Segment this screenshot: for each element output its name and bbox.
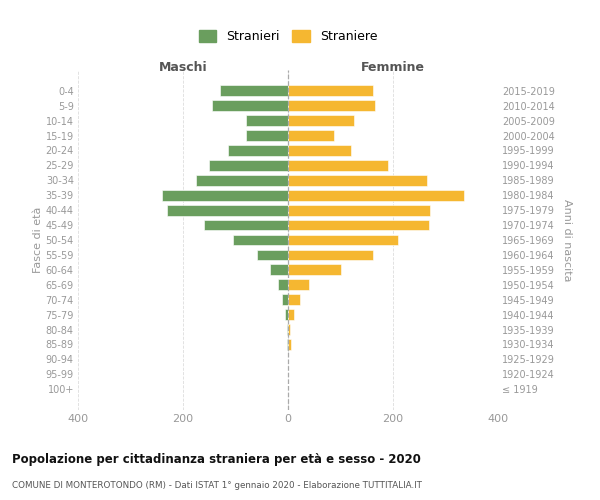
Bar <box>288 145 351 156</box>
Bar <box>288 264 341 275</box>
Bar <box>162 190 288 200</box>
Bar <box>288 294 299 305</box>
Bar <box>246 116 288 126</box>
Bar <box>227 145 288 156</box>
Bar <box>269 264 288 275</box>
Bar <box>288 86 373 96</box>
Bar <box>288 324 290 335</box>
Y-axis label: Fasce di età: Fasce di età <box>32 207 43 273</box>
Bar <box>288 309 295 320</box>
Text: Maschi: Maschi <box>158 60 208 74</box>
Bar <box>167 205 288 216</box>
Legend: Stranieri, Straniere: Stranieri, Straniere <box>194 25 382 48</box>
Bar <box>257 250 288 260</box>
Bar <box>288 220 429 230</box>
Y-axis label: Anni di nascita: Anni di nascita <box>562 198 572 281</box>
Bar <box>287 324 288 335</box>
Bar <box>288 234 398 246</box>
Bar <box>277 280 288 290</box>
Bar <box>233 234 288 246</box>
Bar <box>288 280 309 290</box>
Bar <box>288 175 427 186</box>
Bar <box>220 86 288 96</box>
Bar <box>288 160 388 171</box>
Text: Popolazione per cittadinanza straniera per età e sesso - 2020: Popolazione per cittadinanza straniera p… <box>12 452 421 466</box>
Bar <box>246 130 288 141</box>
Bar <box>288 190 464 200</box>
Bar <box>282 294 288 305</box>
Bar <box>288 205 430 216</box>
Bar <box>288 116 353 126</box>
Text: Femmine: Femmine <box>361 60 425 74</box>
Bar <box>212 100 288 111</box>
Bar <box>288 339 290 350</box>
Bar <box>288 250 373 260</box>
Bar <box>196 175 288 186</box>
Text: COMUNE DI MONTEROTONDO (RM) - Dati ISTAT 1° gennaio 2020 - Elaborazione TUTTITAL: COMUNE DI MONTEROTONDO (RM) - Dati ISTAT… <box>12 481 422 490</box>
Bar <box>288 100 374 111</box>
Bar <box>209 160 288 171</box>
Bar <box>204 220 288 230</box>
Bar <box>288 130 334 141</box>
Bar <box>286 309 288 320</box>
